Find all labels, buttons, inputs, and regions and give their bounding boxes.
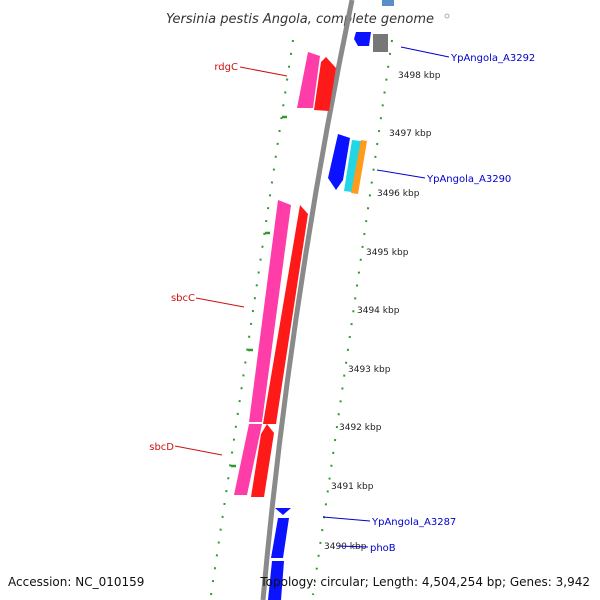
ruler-label: 3498 kbp xyxy=(398,71,441,81)
ruler-label: 3497 kbp xyxy=(389,129,432,139)
inner-track-guide xyxy=(312,39,393,596)
ruler-label: 3492 kbp xyxy=(339,423,382,433)
accession-text: Accession: NC_010159 xyxy=(8,575,144,589)
ruler-label: 3495 kbp xyxy=(366,248,409,258)
gene-sbcC-pink xyxy=(249,200,291,422)
right-gene-labels: YpAngola_A3292 YpAngola_A3290 YpAngola_A… xyxy=(322,46,535,554)
gene-orange xyxy=(351,140,367,194)
gene-label-sbcD: sbcD xyxy=(149,442,174,453)
gene-label-phoB: phoB xyxy=(370,543,396,554)
gene-feature-top-steel xyxy=(382,0,394,6)
gene-sbcD-red xyxy=(251,424,274,497)
outer-guide-ticks xyxy=(231,115,287,468)
topology-text: Topology: circular; Length: 4,504,254 bp… xyxy=(259,575,590,589)
ruler-labels: 3498 kbp 3497 kbp 3496 kbp 3495 kbp 3494… xyxy=(324,71,441,552)
ruler-label: 3490 kbp xyxy=(324,542,367,552)
gene-rdgC-red xyxy=(314,57,336,111)
gene-label-rdgC: rdgC xyxy=(214,62,238,73)
gene-label-sbcC: sbcC xyxy=(171,293,195,304)
gene-bottom-blue xyxy=(268,561,284,600)
ruler-label: 3493 kbp xyxy=(348,365,391,375)
gene-feature-top-gray xyxy=(373,34,388,52)
title-marker-icon xyxy=(444,13,450,19)
gene-phoB-blue xyxy=(271,518,289,558)
gene-label-YpAngola_A3292: YpAngola_A3292 xyxy=(450,53,535,64)
gene-label-YpAngola_A3290: YpAngola_A3290 xyxy=(426,174,511,185)
gene-sbcC-red xyxy=(263,205,308,424)
gene-cyan xyxy=(344,140,361,192)
gene-sbcD-pink xyxy=(234,424,262,495)
ruler-label: 3491 kbp xyxy=(331,482,374,492)
gene-YpAngola_A3287-blue xyxy=(275,508,291,515)
genome-title: Yersinia pestis Angola, complete genome xyxy=(166,12,434,27)
genome-backbone xyxy=(260,0,355,600)
gene-label-YpAngola_A3287: YpAngola_A3287 xyxy=(371,517,456,528)
ruler-label: 3494 kbp xyxy=(357,306,400,316)
gene-rdgC-pink xyxy=(297,52,320,108)
ruler-label: 3496 kbp xyxy=(377,189,420,199)
gene-feature-top-blue xyxy=(354,32,371,46)
left-gene-labels: rdgC sbcC sbcD xyxy=(149,62,288,456)
gene-YpAngola_A3290-blue xyxy=(328,134,350,190)
